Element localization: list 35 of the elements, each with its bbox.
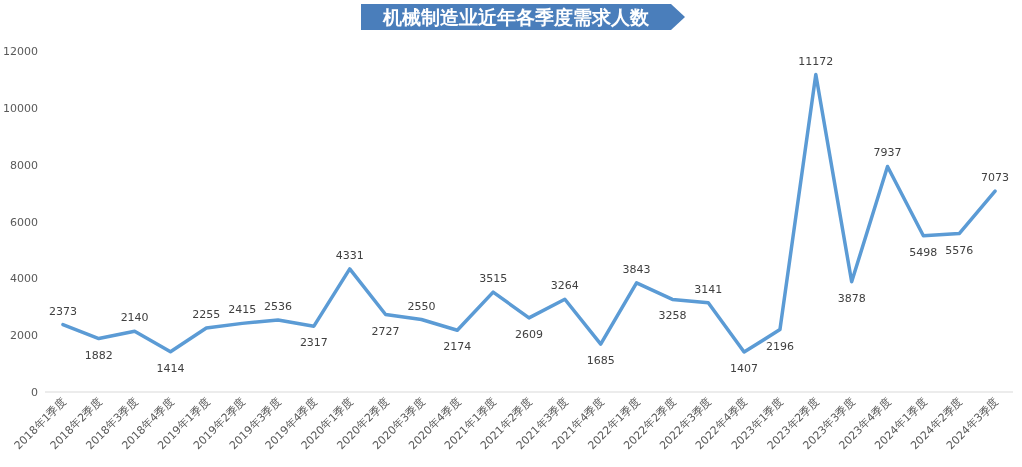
data-label: 2373 xyxy=(48,304,77,318)
data-label: 1407 xyxy=(730,362,759,376)
data-label: 3264 xyxy=(550,279,579,293)
y-tick-label: 0 xyxy=(31,386,38,399)
data-label: 7073 xyxy=(981,171,1010,185)
data-label: 7937 xyxy=(873,146,902,160)
data-label: 4331 xyxy=(335,248,364,262)
data-label: 3878 xyxy=(837,291,866,305)
data-label: 3515 xyxy=(479,272,508,286)
data-label: 2255 xyxy=(192,307,221,321)
data-label: 1414 xyxy=(156,361,185,375)
data-label: 3843 xyxy=(622,262,651,276)
y-tick-label: 12000 xyxy=(3,45,38,58)
data-label: 2550 xyxy=(407,299,436,313)
y-tick-label: 2000 xyxy=(10,329,38,343)
data-label: 2140 xyxy=(120,311,149,325)
data-label: 1685 xyxy=(586,354,615,368)
data-label: 2609 xyxy=(515,327,543,341)
y-tick-label: 10000 xyxy=(3,101,38,115)
data-label: 5576 xyxy=(945,243,974,257)
y-tick-label: 4000 xyxy=(10,272,38,286)
data-label: 2536 xyxy=(264,299,293,313)
data-label: 5498 xyxy=(909,245,938,259)
y-tick-label: 6000 xyxy=(10,215,38,229)
y-tick-label: 8000 xyxy=(10,158,38,172)
data-label: 1882 xyxy=(84,348,113,362)
chart-title: 机械制造业近年各季度需求人数 xyxy=(382,6,650,28)
data-label: 2415 xyxy=(228,303,257,317)
data-label: 11172 xyxy=(798,54,834,68)
data-label: 3258 xyxy=(658,309,687,323)
data-label: 3141 xyxy=(694,282,723,296)
data-label: 2317 xyxy=(299,336,328,350)
data-label: 2174 xyxy=(443,340,472,354)
data-label: 2196 xyxy=(765,339,794,353)
data-label: 2727 xyxy=(371,324,400,338)
